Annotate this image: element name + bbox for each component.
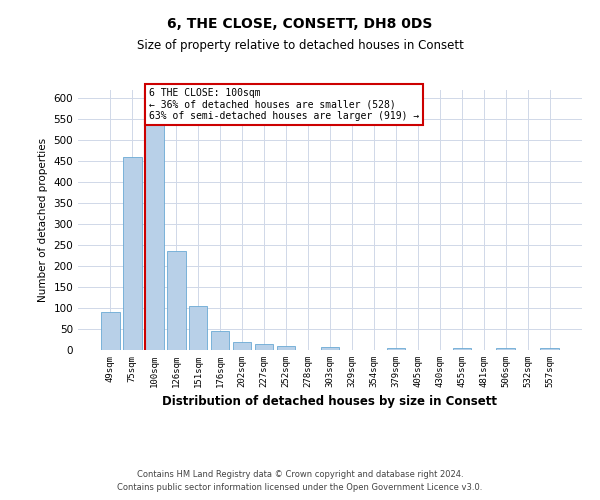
Bar — [255, 344, 274, 350]
Text: 6, THE CLOSE, CONSETT, DH8 0DS: 6, THE CLOSE, CONSETT, DH8 0DS — [167, 18, 433, 32]
Bar — [277, 346, 295, 350]
Bar — [496, 348, 515, 350]
Bar — [541, 348, 559, 350]
Text: Contains public sector information licensed under the Open Government Licence v3: Contains public sector information licen… — [118, 483, 482, 492]
Bar — [167, 252, 185, 350]
Text: Contains HM Land Registry data © Crown copyright and database right 2024.: Contains HM Land Registry data © Crown c… — [137, 470, 463, 479]
Bar — [211, 331, 229, 350]
Y-axis label: Number of detached properties: Number of detached properties — [38, 138, 48, 302]
Bar — [145, 111, 164, 350]
Text: Size of property relative to detached houses in Consett: Size of property relative to detached ho… — [137, 39, 463, 52]
Bar — [101, 312, 119, 350]
Bar — [123, 157, 142, 350]
Bar — [320, 348, 340, 350]
Text: 6 THE CLOSE: 100sqm
← 36% of detached houses are smaller (528)
63% of semi-detac: 6 THE CLOSE: 100sqm ← 36% of detached ho… — [149, 88, 419, 122]
Bar — [233, 342, 251, 350]
Bar — [386, 348, 405, 350]
X-axis label: Distribution of detached houses by size in Consett: Distribution of detached houses by size … — [163, 396, 497, 408]
Bar — [189, 306, 208, 350]
Bar — [452, 348, 471, 350]
